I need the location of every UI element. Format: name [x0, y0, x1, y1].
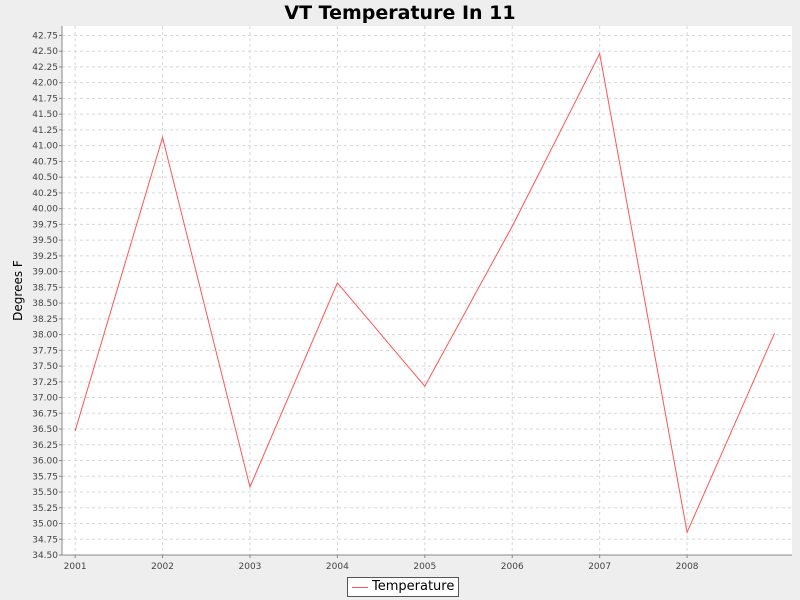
legend: Temperature — [347, 577, 460, 597]
x-tick-label: 2003 — [239, 562, 262, 572]
y-tick-label: 42.00 — [32, 79, 58, 89]
y-tick-label: 41.75 — [32, 94, 58, 104]
y-tick-label: 40.25 — [32, 189, 58, 199]
y-tick-label: 35.00 — [32, 520, 58, 530]
plot-area — [62, 26, 792, 555]
y-tick-label: 36.25 — [32, 441, 58, 451]
y-tick-label: 39.00 — [32, 268, 58, 278]
y-tick-label: 38.00 — [32, 331, 58, 341]
legend-item-temperature: Temperature — [372, 579, 455, 594]
y-tick-label: 36.50 — [32, 425, 58, 435]
axes: 34.50 34.75 35.00 35.25 35.50 35.75 36.00 36.25… — [32, 26, 792, 572]
y-tick-label: 39.75 — [32, 220, 58, 230]
y-axis-label: Degrees F — [11, 260, 25, 321]
y-tick-label: 40.00 — [32, 205, 58, 215]
y-tick-label: 42.25 — [32, 63, 58, 73]
y-tick-label: 40.50 — [32, 173, 58, 183]
legend-swatch — [352, 586, 368, 588]
y-tick-label: 38.50 — [32, 299, 58, 309]
y-tick-label: 34.50 — [32, 551, 58, 561]
y-tick-label: 36.75 — [32, 409, 58, 419]
chart-title: VT Temperature In 11 — [284, 2, 516, 24]
y-tick-label: 39.50 — [32, 236, 58, 246]
y-tick-label: 39.25 — [32, 252, 58, 262]
y-tick-label: 35.50 — [32, 488, 58, 498]
y-tick-label: 38.75 — [32, 283, 58, 293]
y-tick-label: 37.00 — [32, 394, 58, 404]
y-tick-label: 36.00 — [32, 457, 58, 467]
x-tick-label: 2004 — [326, 562, 349, 572]
series-layer — [74, 52, 775, 535]
y-tick-label: 38.25 — [32, 315, 58, 325]
y-tick-label: 35.75 — [32, 472, 58, 482]
x-tick-label: 2001 — [64, 562, 87, 572]
x-tick-label: 2008 — [676, 562, 699, 572]
y-tick-label: 41.25 — [32, 126, 58, 136]
y-tick-label: 40.75 — [32, 157, 58, 167]
x-tick-label: 2005 — [413, 562, 436, 572]
x-tick-label: 2007 — [588, 562, 611, 572]
grid-lines — [62, 26, 792, 556]
y-tick-label: 37.75 — [32, 346, 58, 356]
y-tick-label: 42.75 — [32, 31, 58, 41]
y-tick-label: 41.50 — [32, 110, 58, 120]
y-tick-label: 34.75 — [32, 535, 58, 545]
y-tick-label: 35.25 — [32, 504, 58, 514]
series-line-temperature — [74, 52, 775, 535]
y-tick-label: 37.25 — [32, 378, 58, 388]
y-tick-label: 42.50 — [32, 47, 58, 57]
y-tick-label: 37.50 — [32, 362, 58, 372]
x-tick-label: 2002 — [151, 562, 174, 572]
y-tick-label: 41.00 — [32, 142, 58, 152]
x-tick-label: 2006 — [501, 562, 524, 572]
